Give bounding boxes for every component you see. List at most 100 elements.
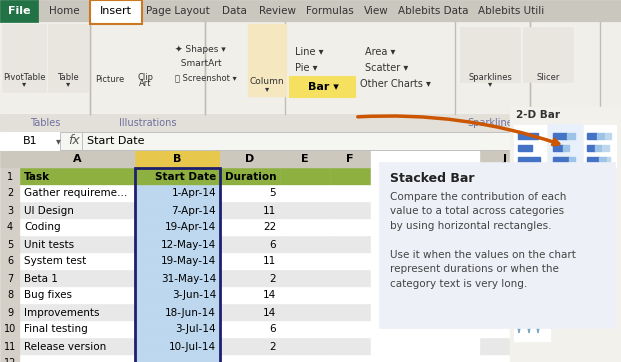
Text: 2: 2 (270, 341, 276, 352)
Text: B: B (173, 154, 182, 164)
Text: 14: 14 (263, 290, 276, 300)
Text: F: F (347, 154, 354, 164)
Bar (605, 133, 611, 139)
Text: PivotTable: PivotTable (2, 72, 45, 81)
Bar (480, 236, 530, 253)
Bar (602, 145, 609, 151)
Bar (135, 168, 220, 362)
Polygon shape (535, 317, 541, 333)
Bar (280, 287, 330, 304)
Bar (514, 187, 550, 227)
Bar (0, 185, 20, 202)
Bar (514, 249, 550, 289)
Text: Area ▾: Area ▾ (365, 47, 396, 57)
Text: Clip: Clip (137, 72, 153, 81)
Bar (330, 287, 370, 304)
Bar (330, 270, 370, 287)
Bar (220, 355, 280, 362)
Bar (135, 287, 220, 304)
Bar (0, 304, 20, 321)
Bar (280, 321, 330, 338)
Text: Tables: Tables (30, 118, 60, 128)
Bar (518, 133, 538, 139)
Bar (135, 168, 220, 185)
Text: 6: 6 (270, 240, 276, 249)
Bar (587, 157, 599, 163)
Bar (480, 168, 530, 185)
Bar (280, 150, 330, 168)
Text: Stacked Bar: Stacked Bar (390, 173, 474, 185)
Text: represent durations or when the: represent durations or when the (390, 265, 559, 274)
Bar (595, 145, 602, 151)
Text: System test: System test (24, 257, 86, 266)
Bar (220, 253, 280, 270)
Bar (330, 321, 370, 338)
Bar (517, 277, 535, 284)
Bar (518, 157, 540, 163)
Bar (20, 270, 135, 287)
Bar (280, 253, 330, 270)
Bar (220, 287, 280, 304)
Text: Pie ▾: Pie ▾ (295, 63, 317, 73)
Bar (135, 150, 220, 168)
Text: Other Charts ▾: Other Charts ▾ (360, 79, 431, 89)
Text: Filter: Filter (553, 118, 577, 128)
Bar (607, 157, 610, 163)
Bar (563, 145, 569, 151)
Bar (0, 338, 20, 355)
Bar (517, 255, 539, 262)
Bar (0, 202, 20, 219)
Bar (584, 125, 616, 167)
Text: Start Date: Start Date (87, 136, 145, 146)
Text: UI Design: UI Design (24, 206, 74, 215)
Bar (135, 219, 220, 236)
Bar (290, 77, 355, 97)
Bar (330, 236, 370, 253)
Bar (220, 304, 280, 321)
Bar (535, 185, 585, 202)
Bar (0, 132, 60, 150)
Bar (20, 168, 135, 185)
Text: ✦ Shapes ▾: ✦ Shapes ▾ (175, 46, 226, 55)
Bar (280, 168, 330, 185)
Bar (517, 206, 535, 212)
Bar (597, 133, 605, 139)
Bar (248, 24, 286, 96)
Bar (480, 287, 530, 304)
Text: 3-D Bar: 3-D Bar (516, 174, 560, 184)
Bar (517, 216, 531, 222)
Bar (330, 253, 370, 270)
Text: D: D (245, 154, 255, 164)
Bar (280, 185, 330, 202)
Bar (280, 338, 330, 355)
Bar (220, 202, 280, 219)
Bar (549, 125, 581, 167)
Text: Cylinder: Cylinder (516, 236, 564, 246)
Bar (518, 145, 532, 151)
Bar (135, 185, 220, 202)
Polygon shape (516, 317, 522, 333)
Bar (460, 27, 520, 82)
Bar (553, 133, 567, 139)
Text: 1: 1 (7, 172, 13, 181)
Text: Unit tests: Unit tests (24, 240, 74, 249)
Text: ▾: ▾ (265, 84, 269, 93)
Bar (480, 270, 530, 287)
Bar (535, 168, 585, 185)
Bar (553, 157, 569, 163)
Bar (135, 236, 220, 253)
Bar (599, 157, 607, 163)
Bar (0, 253, 20, 270)
Text: J: J (503, 154, 507, 164)
Text: 18-Jun-14: 18-Jun-14 (165, 307, 216, 317)
Bar (0, 236, 20, 253)
Text: Cone: Cone (516, 298, 545, 308)
Text: 31-May-14: 31-May-14 (161, 274, 216, 283)
Text: Start Date: Start Date (155, 172, 216, 181)
Bar (20, 355, 135, 362)
Bar (20, 338, 135, 355)
Bar (517, 266, 533, 273)
Bar (135, 253, 220, 270)
Bar (280, 219, 330, 236)
Text: 12-May-14: 12-May-14 (161, 240, 216, 249)
